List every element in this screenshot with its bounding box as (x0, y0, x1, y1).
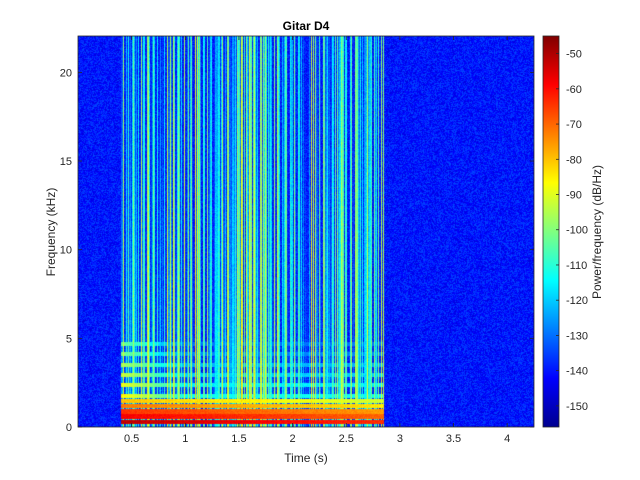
colorbar-tick-label: -150 (566, 401, 588, 413)
spectrogram-image (78, 36, 534, 427)
plot-area (77, 35, 535, 428)
chart-title: Gitar D4 (283, 19, 330, 33)
colorbar-tick-label: -70 (566, 119, 582, 131)
plot-frame (77, 35, 535, 428)
colorbar-tick-label: -130 (566, 330, 588, 342)
y-tick-label: 0 (66, 422, 72, 434)
x-tick-label: 0.5 (124, 433, 139, 445)
x-tick-label: 1.5 (231, 433, 246, 445)
y-tick-label: 15 (60, 156, 72, 168)
y-axis: 0 5 10 15 20 (60, 67, 534, 434)
y-tick-label: 5 (66, 333, 72, 345)
y-axis-label: Frequency (kHz) (44, 188, 58, 277)
x-tick-label: 3 (397, 433, 403, 445)
colorbar-gradient (542, 35, 560, 428)
x-tick-label: 3.5 (446, 433, 461, 445)
colorbar-tick-label: -90 (566, 190, 582, 202)
colorbar-tick-label: -80 (566, 154, 582, 166)
colorbar-label: Power/frequency (dB/Hz) (590, 165, 604, 299)
colorbar-tick-label: -100 (566, 225, 588, 237)
colorbar-tick-label: -140 (566, 366, 588, 378)
colorbar-tick-label: -50 (566, 49, 582, 61)
colorbar-tick-label: -60 (566, 84, 582, 96)
y-tick-label: 10 (60, 245, 72, 257)
colorbar-tick-label: -120 (566, 295, 588, 307)
colorbar-axis: -50 -60 -70 -80 -90 -100 -110 -120 -130 -140 -150 (556, 49, 588, 413)
x-tick-label: 1 (182, 433, 188, 445)
x-tick-label: 2 (290, 433, 296, 445)
x-tick-label: 4 (504, 433, 510, 445)
x-axis-label: Time (s) (284, 451, 328, 465)
colorbar: -50-60-70-80-90-100-110-120-130-140-150 … (542, 35, 604, 428)
colorbar-tick-label: -110 (566, 260, 587, 272)
x-axis: 0.5 1 1.5 2 2.5 3 3.5 4 (124, 36, 510, 445)
y-tick-label: 20 (60, 67, 72, 79)
x-tick-label: 2.5 (339, 433, 354, 445)
